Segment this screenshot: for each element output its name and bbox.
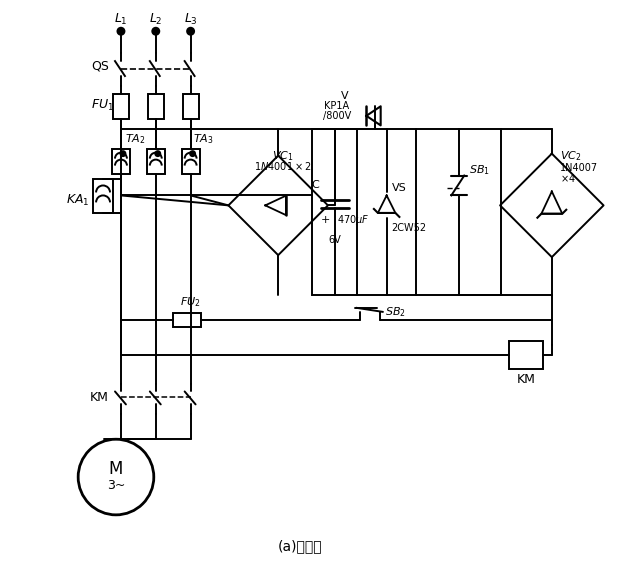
Text: $L_3$: $L_3$ bbox=[184, 12, 198, 27]
Circle shape bbox=[187, 28, 194, 34]
Text: $L_1$: $L_1$ bbox=[114, 12, 128, 27]
Text: V: V bbox=[341, 91, 348, 101]
Text: KP1A: KP1A bbox=[324, 101, 350, 111]
Text: (a)电路一: (a)电路一 bbox=[278, 540, 323, 554]
Text: M: M bbox=[109, 460, 123, 478]
Text: $TA_3$: $TA_3$ bbox=[193, 132, 214, 146]
Circle shape bbox=[117, 28, 125, 34]
Bar bbox=[181, 149, 200, 173]
Text: QS: QS bbox=[91, 59, 109, 72]
Bar bbox=[173, 313, 200, 327]
Text: $SB_1$: $SB_1$ bbox=[469, 164, 490, 177]
Text: /800V: /800V bbox=[323, 111, 351, 121]
Bar bbox=[112, 149, 130, 173]
Circle shape bbox=[155, 151, 160, 156]
Text: $VC_2$: $VC_2$ bbox=[560, 149, 581, 163]
Text: 6V: 6V bbox=[328, 235, 341, 245]
Bar bbox=[147, 149, 164, 173]
Circle shape bbox=[152, 28, 159, 34]
Text: 3~: 3~ bbox=[107, 480, 125, 493]
Text: KM: KM bbox=[517, 373, 536, 386]
Text: $L_2$: $L_2$ bbox=[149, 12, 163, 27]
Circle shape bbox=[190, 151, 195, 156]
Text: 1N4007: 1N4007 bbox=[560, 163, 598, 172]
Text: $VC_1$: $VC_1$ bbox=[272, 149, 294, 163]
Text: $FU_1$: $FU_1$ bbox=[91, 98, 114, 114]
Bar bbox=[509, 341, 543, 368]
Bar bbox=[312, 129, 501, 295]
Text: C: C bbox=[311, 180, 319, 190]
Text: KM: KM bbox=[89, 391, 108, 404]
Text: 2CW52: 2CW52 bbox=[392, 223, 427, 233]
Text: $SB_2$: $SB_2$ bbox=[385, 305, 406, 319]
Bar bbox=[148, 94, 164, 119]
Text: $1N4001\times2$: $1N4001\times2$ bbox=[255, 159, 312, 172]
Bar bbox=[113, 94, 129, 119]
Circle shape bbox=[120, 151, 125, 156]
Bar bbox=[93, 179, 113, 214]
Text: +: + bbox=[321, 215, 330, 225]
Bar bbox=[183, 94, 198, 119]
Text: $470\mu F$: $470\mu F$ bbox=[337, 214, 369, 227]
Text: $\times4$: $\times4$ bbox=[560, 172, 576, 184]
Text: VS: VS bbox=[392, 184, 406, 193]
Text: $FU_2$: $FU_2$ bbox=[180, 295, 201, 309]
Text: $TA_2$: $TA_2$ bbox=[125, 132, 146, 146]
Text: $KA_1$: $KA_1$ bbox=[66, 193, 89, 208]
